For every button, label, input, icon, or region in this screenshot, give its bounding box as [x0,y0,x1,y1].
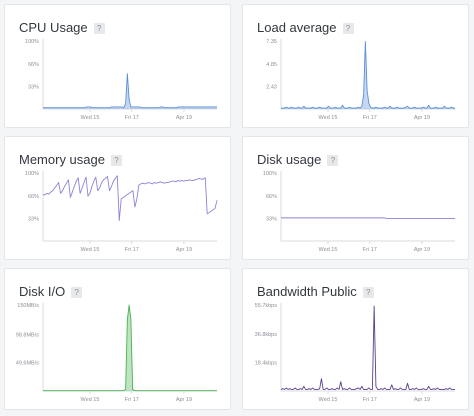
y-tick-label: 49.6MB/s [16,361,39,367]
cpu-usage-title: CPU Usage [19,20,88,35]
x-tick-label: Wed 15 [319,397,338,403]
y-tick-label: 150MB/s [17,303,39,309]
x-tick-label: Wed 15 [81,247,100,253]
disk-usage-card: Disk usage? 100% 66% 33% Wed 15 Fri 17 Apr 19 [242,136,469,260]
x-tick-label: Wed 15 [81,397,100,403]
y-tick-label: 100% [263,171,277,177]
bandwidth-public-card: Bandwidth Public? 55.7kbps 36.8kbps 18.4kb… [242,268,469,410]
disk-usage-title: Disk usage [257,152,322,167]
y-tick-label: 66% [266,194,277,200]
series-line [43,175,218,222]
bandwidth-public-chart: 55.7kbps 36.8kbps 18.4kbps Wed 15 Fri 17 Apr … [255,303,455,403]
x-tick-label: Fri 17 [125,397,139,403]
x-tick-label: Fri 17 [363,247,377,253]
series-line [280,305,455,390]
disk-io-title: Disk I/O [19,284,66,299]
y-tick-label: 66% [28,194,39,200]
x-tick-label: Apr 19 [176,397,192,403]
help-icon[interactable]: ? [93,23,105,34]
cpu-usage-card: CPU Usage? 100% 66% 33% Wed 15 Fri 17 Apr 19 [4,4,231,128]
x-tick-label: Fri 17 [125,115,139,121]
x-tick-label: Apr 19 [414,115,430,121]
x-tick-label: Apr 19 [414,247,430,253]
load-average-chart: 7.35 4.85 2.43 Wed 15 Fri 17 Apr 19 [266,39,455,121]
series-line [281,41,455,109]
y-tick-label: 36.8kbps [255,332,278,338]
bandwidth-public-title: Bandwidth Public [257,284,357,299]
memory-usage-chart: 100% 66% 33% Wed 15 Fri 17 Apr 19 [25,171,218,253]
series-line [43,73,217,109]
cpu-usage-chart: 100% 66% 33% Wed 15 Fri 17 Apr 19 [25,39,217,121]
y-tick-label: 33% [28,217,39,223]
series-line [43,304,217,392]
help-icon[interactable]: ? [342,23,354,34]
x-tick-label: Fri 17 [363,397,377,403]
y-tick-label: 98.8MB/s [16,332,39,338]
y-tick-label: 4.85 [266,62,277,68]
x-tick-label: Fri 17 [125,247,139,253]
series-area [43,305,217,391]
y-tick-label: 2.43 [266,85,277,91]
x-tick-label: Wed 15 [81,115,100,121]
disk-usage-chart: 100% 66% 33% Wed 15 Fri 17 Apr 19 [263,171,455,253]
help-icon[interactable]: ? [110,155,122,166]
memory-usage-card: Memory usage? 100% 66% 33% Wed 15 Fri 17 Apr … [4,136,231,260]
y-tick-label: 33% [266,217,277,223]
y-tick-label: 66% [28,62,39,68]
x-tick-label: Wed 15 [319,247,338,253]
y-tick-label: 33% [28,85,39,91]
x-tick-label: Apr 19 [176,115,192,121]
memory-usage-title: Memory usage [19,152,105,167]
help-icon[interactable]: ? [327,155,339,166]
y-tick-label: 7.35 [266,39,277,45]
x-tick-label: Fri 17 [363,115,377,121]
disk-io-chart: 150MB/s 98.8MB/s 49.6MB/s Wed 15 Fri 17 Apr 1… [16,303,217,403]
help-icon[interactable]: ? [71,287,83,298]
disk-io-card: Disk I/O? 150MB/s 98.8MB/s 49.6MB/s Wed 15 F… [4,268,231,410]
x-tick-label: Apr 19 [414,397,430,403]
load-average-card: Load average? 7.35 4.85 2.43 Wed 15 Fri 17 Ap… [242,4,469,128]
x-tick-label: Apr 19 [176,247,192,253]
y-tick-label: 100% [25,171,39,177]
y-tick-label: 100% [25,39,39,45]
series-line [281,217,455,220]
help-icon[interactable]: ? [362,287,374,298]
x-tick-label: Wed 15 [319,115,338,121]
load-average-title: Load average [257,20,337,35]
y-tick-label: 55.7kbps [255,303,278,309]
y-tick-label: 18.4kbps [255,361,278,367]
